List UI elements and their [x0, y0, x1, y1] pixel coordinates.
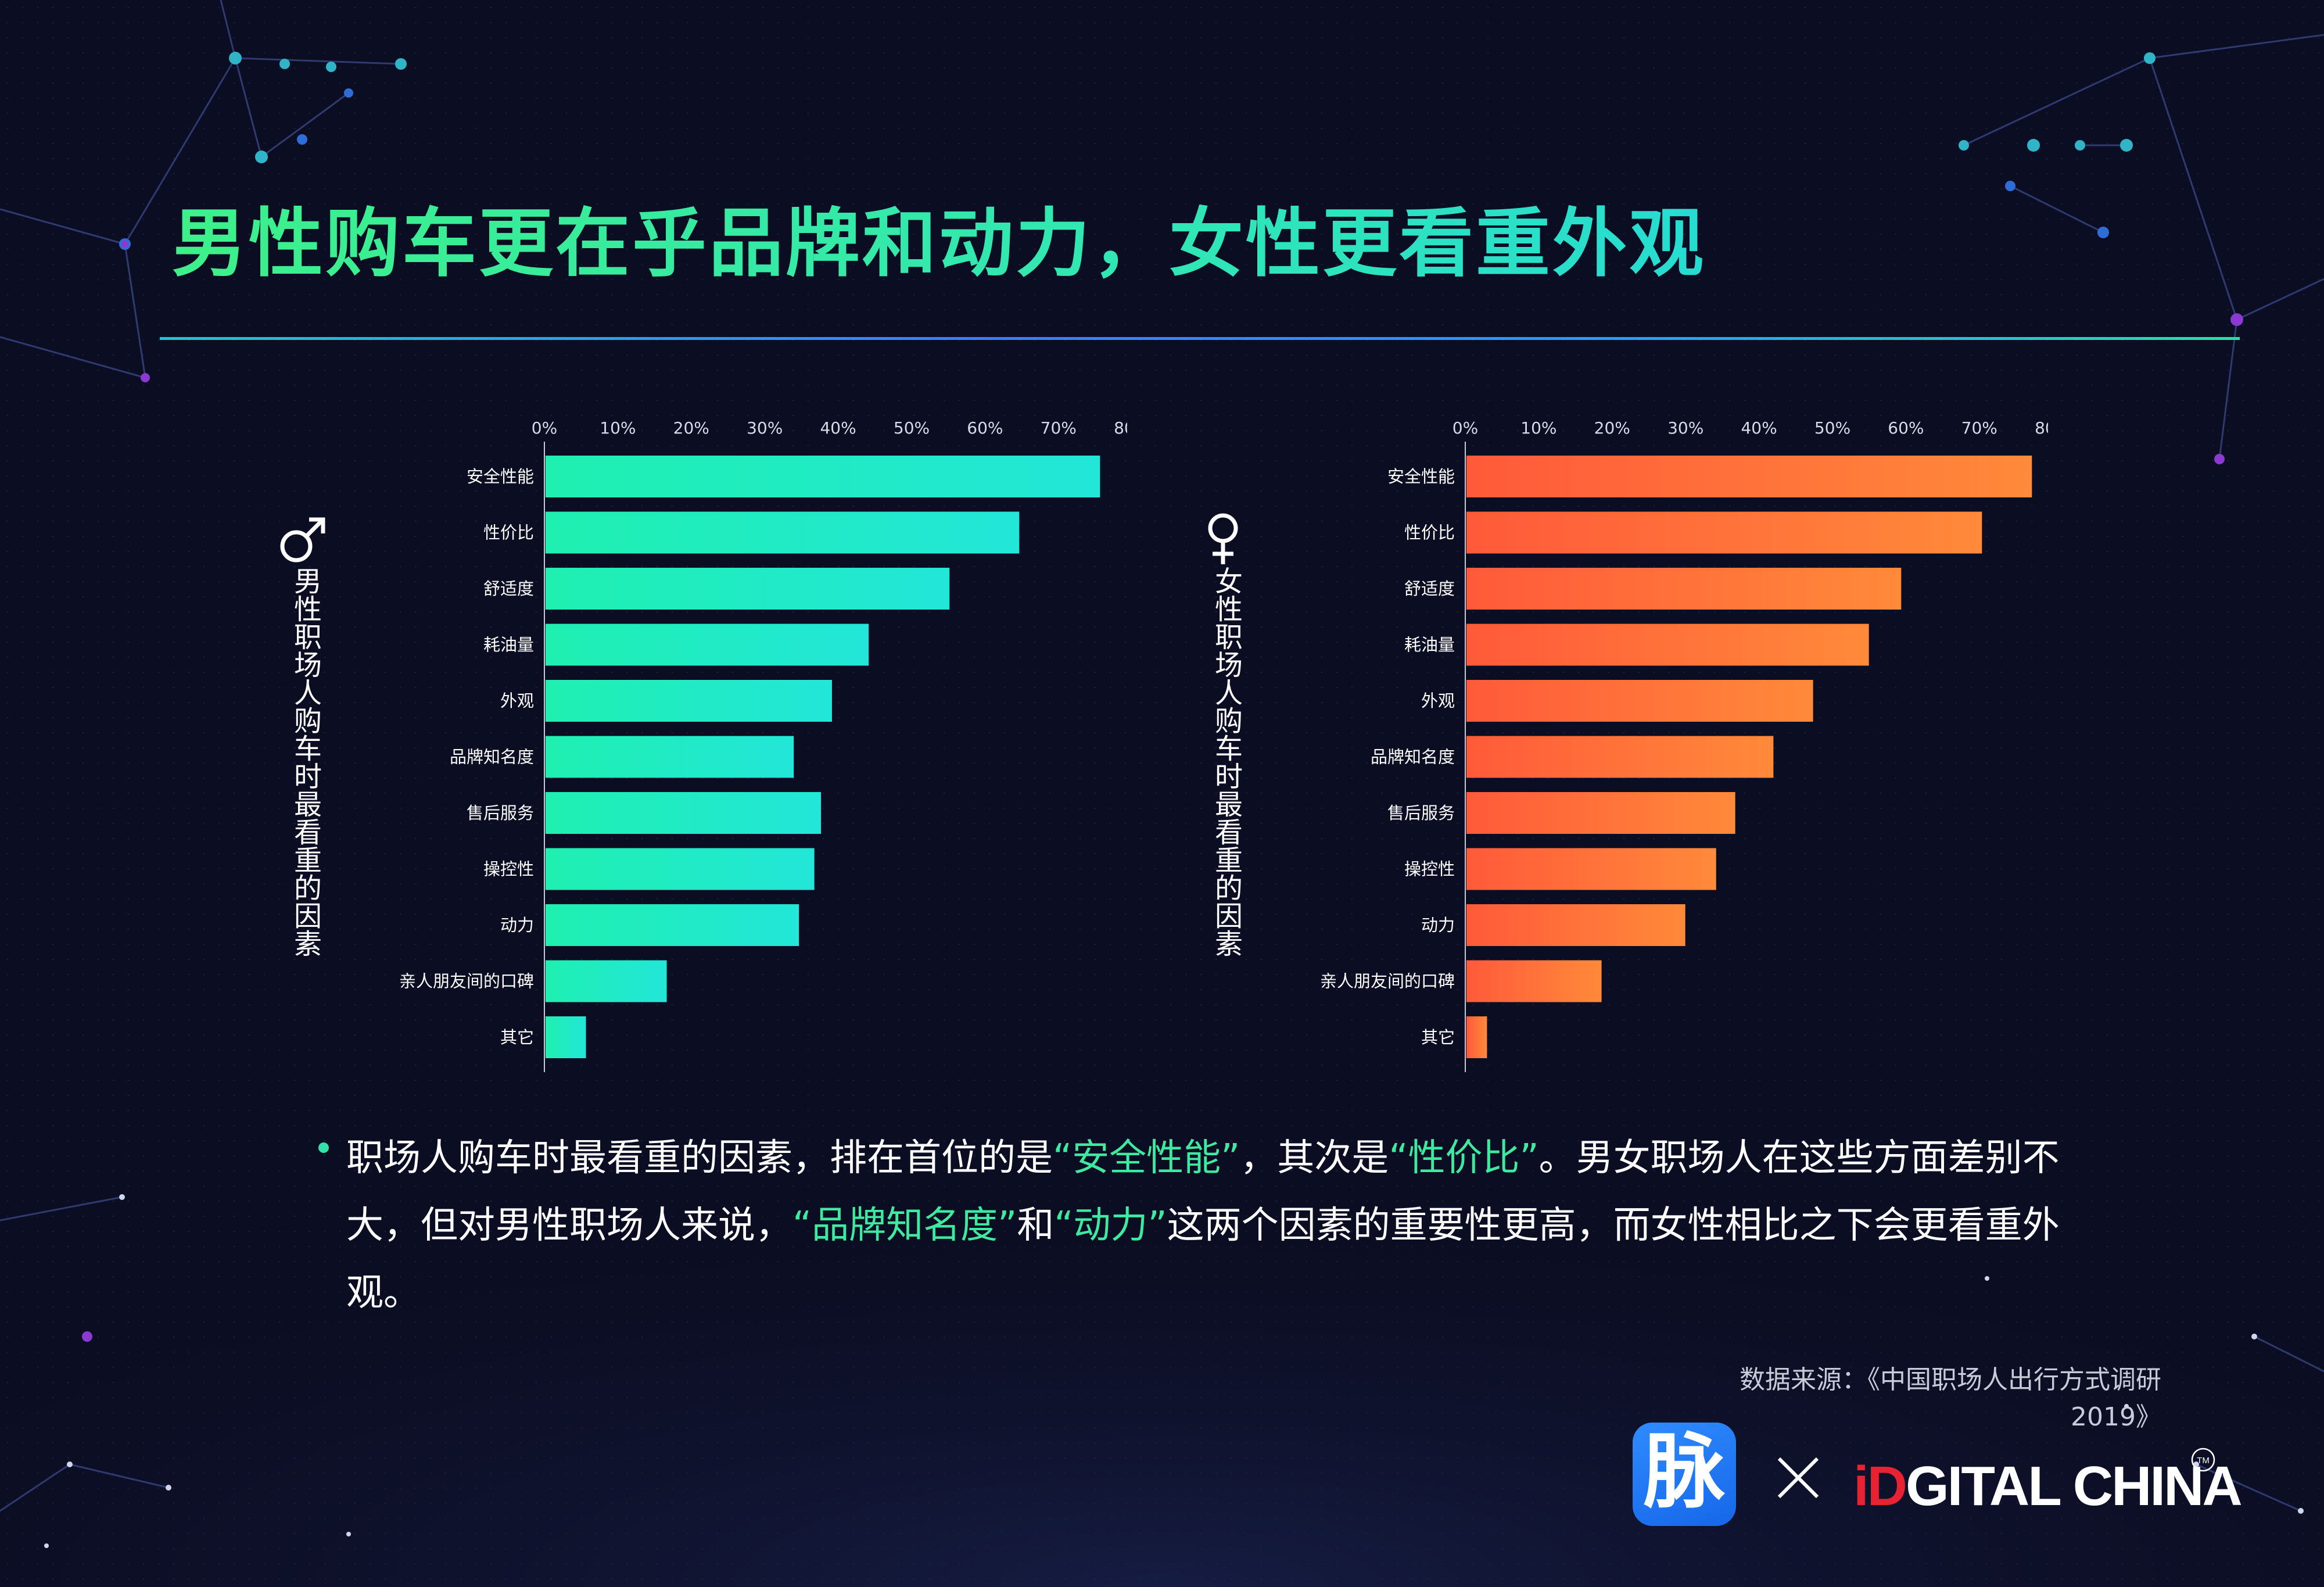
- female-category-label: 其它: [1421, 1027, 1455, 1047]
- female-bar: [1466, 1016, 1487, 1058]
- female-bar-chart: 0% 10% 20% 30% 40% 50% 60% 70% 80% 安全性能性价比舒适度耗油量外…: [1320, 418, 2048, 1072]
- male-bar: [546, 1016, 586, 1058]
- female-bar: [1466, 680, 1813, 722]
- male-category-label: 操控性: [483, 859, 534, 879]
- male-x-tick-label: 0%: [532, 418, 557, 438]
- female-category-label: 动力: [1421, 915, 1455, 935]
- male-x-tick-label: 70%: [1041, 418, 1077, 438]
- digital-china-logo: iDGITAL CHINA: [1853, 1452, 2243, 1521]
- male-bar: [546, 792, 821, 834]
- male-category-label: 其它: [500, 1027, 534, 1047]
- summary-text-1: 职场人购车时最看重的因素，排在首位的是: [346, 1137, 1053, 1180]
- female-bar: [1466, 624, 1869, 666]
- female-x-tick-label: 70%: [1961, 418, 1997, 438]
- female-category-label: 耗油量: [1404, 635, 1455, 655]
- male-x-tick-label: 80%: [1114, 418, 1127, 438]
- female-symbol-icon: [1208, 513, 1238, 564]
- female-bar: [1466, 960, 1602, 1002]
- male-bar: [546, 960, 667, 1002]
- female-x-tick-label: 20%: [1594, 418, 1630, 438]
- bullet-point: [318, 1142, 329, 1153]
- title-divider: [160, 337, 2240, 340]
- female-category-label: 外观: [1421, 691, 1455, 711]
- male-bar: [546, 624, 869, 666]
- female-bar: [1466, 568, 1902, 610]
- female-bar: [1466, 511, 1982, 554]
- female-bar: [1466, 736, 1774, 778]
- trademark-text: TM: [2197, 1456, 2210, 1466]
- male-bar: [546, 511, 1020, 554]
- male-category-label: 安全性能: [467, 467, 534, 486]
- male-bar: [546, 848, 815, 890]
- male-panel-label: 男性职场人购车时最看重的因素: [289, 567, 321, 957]
- male-category-label: 舒适度: [483, 579, 534, 599]
- male-x-tick-label: 10%: [600, 418, 636, 438]
- highlight-value: “性价比”: [1389, 1137, 1539, 1180]
- female-x-tick-label: 60%: [1888, 418, 1924, 438]
- male-category-label: 品牌知名度: [450, 747, 534, 767]
- male-category-label: 耗油量: [483, 635, 534, 655]
- male-x-tick-label: 50%: [894, 418, 930, 438]
- male-category-label: 动力: [500, 915, 534, 935]
- male-bar: [546, 904, 799, 946]
- female-category-label: 舒适度: [1404, 579, 1455, 599]
- digital-china-logo-text: GITAL CHINA: [1906, 1455, 2243, 1517]
- male-category-label: 外观: [500, 691, 534, 711]
- summary-text-5: 这两个因素的重要性更高，而女性相比之下会更看重外观。: [346, 1204, 2060, 1314]
- male-x-tick-label: 30%: [747, 418, 783, 438]
- data-source: 数据来源：《中国职场人出行方式调研2019》: [1740, 1365, 2161, 1432]
- female-x-tick-label: 50%: [1814, 418, 1850, 438]
- trademark-icon: TM: [2191, 1448, 2215, 1472]
- male-category-label: 售后服务: [467, 803, 534, 823]
- highlight-brand: “品牌知名度”: [792, 1204, 1017, 1247]
- male-category-label: 亲人朋友间的口碑: [399, 972, 534, 991]
- male-bar: [546, 680, 832, 722]
- male-bar-chart: 0% 10% 20% 30% 40% 50% 60% 70% 80% 安全性能性价比舒适度耗油量外…: [399, 418, 1127, 1072]
- male-bar: [546, 568, 950, 610]
- summary-text-2: ，其次是: [1240, 1137, 1389, 1180]
- summary-text-4: 和: [1017, 1204, 1055, 1247]
- female-category-label: 亲人朋友间的口碑: [1320, 972, 1455, 991]
- female-category-label: 安全性能: [1387, 467, 1455, 486]
- female-x-tick-label: 80%: [2035, 418, 2048, 438]
- male-symbol-icon: [280, 517, 325, 563]
- female-x-tick-label: 40%: [1741, 418, 1777, 438]
- female-x-tick-label: 30%: [1667, 418, 1703, 438]
- female-x-tick-label: 0%: [1452, 418, 1478, 438]
- male-category-label: 性价比: [483, 523, 534, 543]
- page-title: 男性购车更在乎品牌和动力，女性更看重外观: [172, 192, 2089, 296]
- female-bar: [1466, 792, 1735, 834]
- highlight-safety: “安全性能”: [1053, 1137, 1240, 1180]
- digital-china-logo-mark: iD: [1853, 1455, 1907, 1517]
- times-icon: [1777, 1457, 1819, 1499]
- female-category-label: 操控性: [1404, 859, 1455, 879]
- male-bar: [546, 736, 794, 778]
- female-x-tick-label: 10%: [1520, 418, 1556, 438]
- female-category-label: 售后服务: [1387, 803, 1455, 823]
- male-x-tick-label: 20%: [673, 418, 709, 438]
- highlight-power: “动力”: [1054, 1204, 1167, 1247]
- female-category-label: 性价比: [1404, 523, 1455, 543]
- female-bar: [1466, 848, 1716, 890]
- female-category-label: 品牌知名度: [1371, 747, 1455, 767]
- female-bar: [1466, 456, 2032, 497]
- female-bar: [1466, 904, 1685, 946]
- summary-paragraph: 职场人购车时最看重的因素，排在首位的是“安全性能”，其次是“性价比”。男女职场人…: [346, 1124, 2078, 1327]
- male-x-tick-label: 40%: [820, 418, 856, 438]
- male-x-tick-label: 60%: [967, 418, 1003, 438]
- female-panel-label: 女性职场人购车时最看重的因素: [1210, 567, 1242, 957]
- male-bar: [546, 456, 1100, 497]
- summary-text-3: 。男女职场人在这些方面差别不大，但对男性职场人来说，: [346, 1137, 2060, 1247]
- maimai-logo: 脉: [1633, 1423, 1736, 1526]
